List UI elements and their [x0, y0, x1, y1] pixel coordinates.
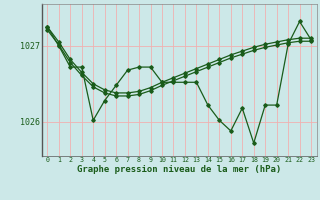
- X-axis label: Graphe pression niveau de la mer (hPa): Graphe pression niveau de la mer (hPa): [77, 165, 281, 174]
